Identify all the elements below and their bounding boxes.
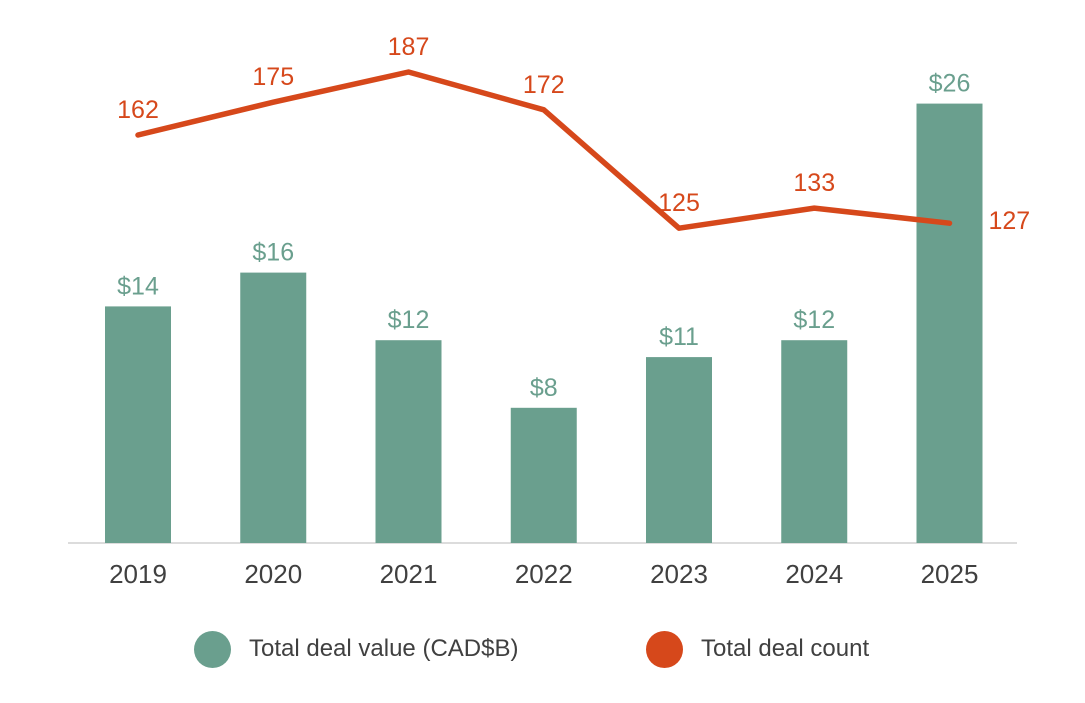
count-label-2025: 127 — [989, 207, 1031, 235]
bar-value-label-2023: $11 — [659, 323, 699, 351]
legend-item-deal-count: Total deal count — [646, 630, 869, 668]
legend-item-deal-value: Total deal value (CAD$B) — [194, 630, 518, 668]
bar-value-label-2024: $12 — [793, 306, 835, 334]
count-label-2020: 175 — [252, 63, 294, 91]
x-axis-label-2019: 2019 — [109, 559, 167, 589]
bar-value-label-2021: $12 — [388, 306, 430, 334]
bar-value-label-2025: $26 — [929, 70, 971, 98]
deal-value-swatch-icon — [194, 630, 231, 668]
count-label-2023: 125 — [658, 189, 700, 217]
deal-count-swatch-icon — [646, 630, 683, 668]
bar-value-label-2020: $16 — [252, 239, 294, 267]
x-axis-label-2020: 2020 — [244, 559, 302, 589]
bar-2021 — [375, 340, 442, 543]
x-axis-label-2022: 2022 — [515, 559, 573, 589]
bar-value-label-2019: $14 — [117, 272, 159, 300]
x-axis-label-2023: 2023 — [650, 559, 708, 589]
x-axis-label-2024: 2024 — [785, 559, 843, 589]
plot-area: $14 2019 $16 2020 $12 2021 $8 2022 $11 2023 $12 202… — [68, 33, 1031, 589]
deal-value-legend-label: Total deal value (CAD$B) — [249, 635, 519, 662]
bar-2024 — [781, 340, 848, 543]
deal-count-line — [135, 69, 953, 231]
bar-2022 — [510, 407, 577, 543]
count-label-2021: 187 — [388, 33, 430, 61]
x-axis-label-2021: 2021 — [380, 559, 438, 589]
count-label-2019: 162 — [117, 96, 159, 124]
bar-2019 — [105, 306, 171, 543]
deal-count-legend-label: Total deal count — [701, 635, 870, 662]
count-label-2024: 133 — [793, 169, 835, 197]
count-label-2022: 172 — [523, 71, 565, 99]
x-axis-label-2025: 2025 — [921, 559, 979, 589]
bar-value-label-2022: $8 — [530, 374, 558, 402]
bar-2025 — [916, 103, 983, 543]
bar-2023 — [646, 357, 712, 543]
bar-2020 — [240, 272, 307, 543]
